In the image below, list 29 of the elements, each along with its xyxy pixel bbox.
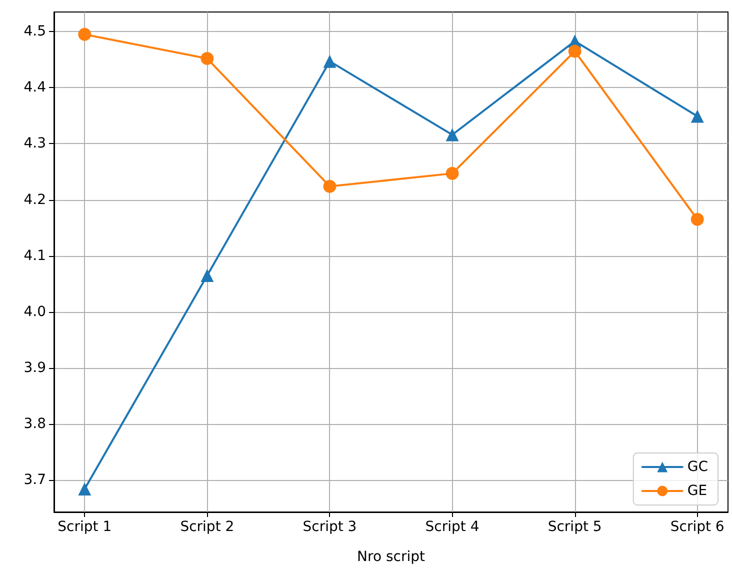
x-tick-label: Script 1: [58, 519, 112, 535]
y-tick-label: 4.3: [24, 136, 46, 152]
y-tick-label: 4.0: [24, 304, 46, 320]
y-tick-label: 4.1: [24, 248, 46, 264]
y-tick-label: 3.9: [24, 360, 46, 376]
point: [690, 110, 704, 123]
x-tick-label: Script 5: [548, 519, 602, 535]
point: [690, 212, 704, 226]
legend-label: GC: [687, 459, 708, 475]
x-tick-label: Script 2: [180, 519, 234, 535]
point: [446, 166, 459, 180]
x-axis-title: Nro script: [357, 549, 426, 565]
point: [78, 482, 92, 496]
x-tick-label: Script 6: [670, 519, 724, 535]
x-tick-label: Script 4: [425, 519, 480, 535]
y-tick-label: 4.5: [24, 24, 46, 40]
y-tick-label: 3.7: [24, 472, 46, 488]
y-tick-label: 4.4: [24, 80, 46, 96]
point: [446, 128, 459, 142]
point: [568, 44, 582, 58]
point: [78, 28, 92, 41]
point: [200, 268, 214, 282]
point: [323, 54, 336, 68]
x-tick-label: Script 3: [302, 519, 357, 535]
y-tick-label: 4.2: [24, 192, 46, 208]
y-tick-label: 3.8: [24, 416, 46, 432]
point: [323, 180, 336, 193]
legend-label: GE: [687, 483, 708, 499]
point: [200, 52, 214, 66]
